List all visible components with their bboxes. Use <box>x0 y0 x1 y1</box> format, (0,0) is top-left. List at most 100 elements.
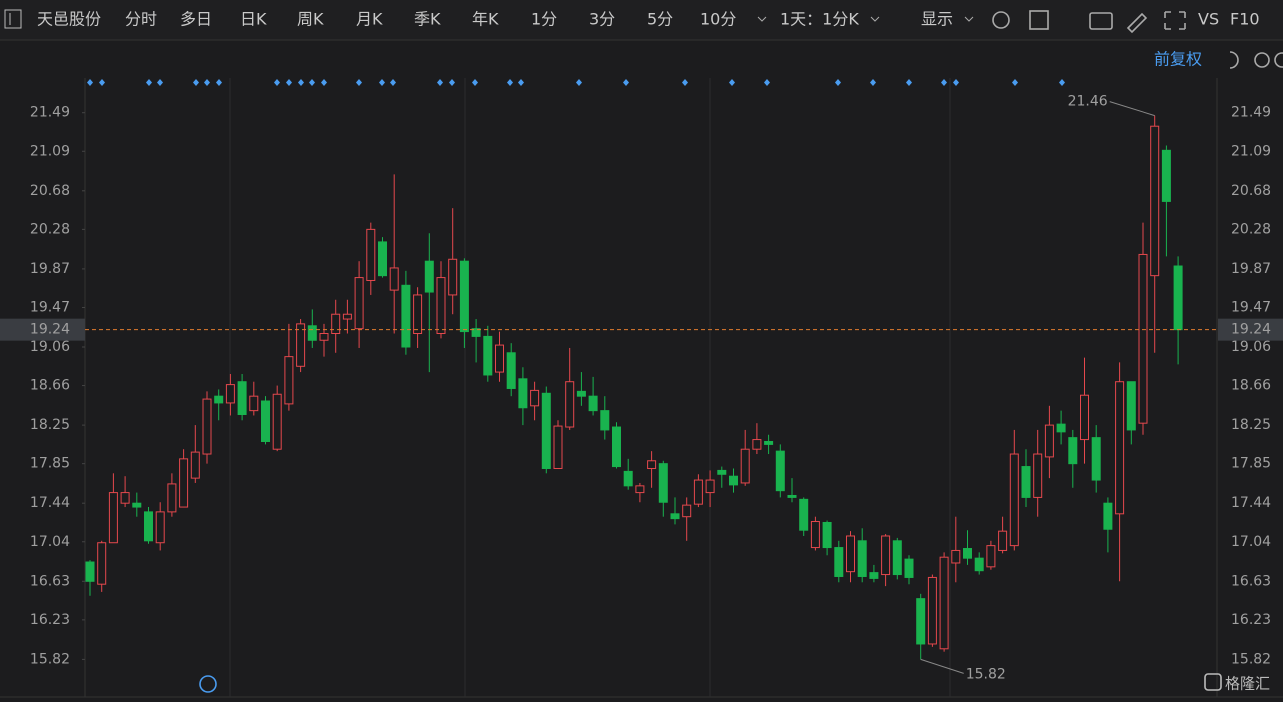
period-tab[interactable]: 周K <box>297 10 324 29</box>
candle-body <box>225 384 235 404</box>
event-marker[interactable] <box>146 79 152 86</box>
event-marker[interactable] <box>682 79 688 86</box>
settings-icon[interactable] <box>992 11 1010 29</box>
candle-body <box>986 545 996 568</box>
layout-icon[interactable] <box>1029 10 1049 30</box>
dropdown-chevron <box>964 16 974 22</box>
event-marker[interactable] <box>1059 79 1065 86</box>
candle-body <box>541 392 551 469</box>
interval-select[interactable]: 1天：1分K <box>780 10 859 29</box>
camera-icon[interactable] <box>1089 12 1113 30</box>
event-marker[interactable] <box>390 79 396 86</box>
period-tab[interactable]: 季K <box>414 10 441 29</box>
period-tab[interactable]: 10分 <box>700 10 736 29</box>
candle-body <box>120 492 130 504</box>
y-tick-label: 20.28 <box>30 221 70 237</box>
y-tick-label-right: 20.28 <box>1231 221 1271 237</box>
candle-body <box>693 479 703 505</box>
candle-body <box>951 549 961 564</box>
y-tick-label: 17.04 <box>30 534 70 550</box>
candle-body <box>787 494 797 498</box>
stock-name[interactable]: 天邑股份 <box>37 10 101 29</box>
candle-body <box>424 260 434 293</box>
event-marker[interactable] <box>941 79 947 86</box>
y-tick-label-right: 20.68 <box>1231 183 1271 199</box>
event-marker[interactable] <box>309 79 315 86</box>
last-price-label-right: 19.24 <box>1231 322 1271 338</box>
event-marker[interactable] <box>193 79 199 86</box>
low-pointer <box>920 658 964 674</box>
event-marker[interactable] <box>623 79 629 86</box>
candle-body <box>1033 453 1043 498</box>
event-marker[interactable] <box>157 79 163 86</box>
period-tab[interactable]: 月K <box>356 10 383 29</box>
period-tab[interactable]: 1分 <box>531 10 557 29</box>
candle-body <box>342 313 352 320</box>
high-annotation: 21.46 <box>1068 94 1108 110</box>
y-tick-label: 19.06 <box>30 339 70 355</box>
candle-body <box>307 325 317 341</box>
candle-body <box>904 558 914 578</box>
event-marker[interactable] <box>204 79 210 86</box>
event-marker[interactable] <box>576 79 582 86</box>
event-marker[interactable] <box>870 79 876 86</box>
event-marker[interactable] <box>764 79 770 86</box>
y-tick-label: 21.09 <box>30 143 70 159</box>
period-tab[interactable]: 日K <box>240 10 267 29</box>
event-marker[interactable] <box>472 79 478 86</box>
candle-body <box>1103 502 1113 530</box>
zoom-in-icon[interactable] <box>1274 52 1283 68</box>
period-tab[interactable]: 多日 <box>180 10 212 29</box>
candle-body <box>600 410 610 431</box>
candle-body <box>530 389 540 407</box>
f10-button[interactable]: F10 <box>1230 10 1260 29</box>
vs-button[interactable]: VS <box>1198 10 1219 29</box>
event-marker[interactable] <box>286 79 292 86</box>
period-tab[interactable]: 年K <box>472 10 499 29</box>
y-tick-label-right: 16.23 <box>1231 612 1271 628</box>
draw-icon[interactable] <box>1126 12 1148 34</box>
candle-body <box>729 475 738 486</box>
undo-icon[interactable] <box>1229 51 1239 69</box>
y-tick-label-right: 19.06 <box>1231 339 1271 355</box>
event-marker[interactable] <box>518 79 524 86</box>
candle-body <box>518 378 528 409</box>
event-marker[interactable] <box>507 79 513 86</box>
period-tab[interactable]: 分时 <box>125 10 157 29</box>
candle-body <box>892 540 902 576</box>
event-marker[interactable] <box>437 79 443 86</box>
event-marker[interactable] <box>216 79 222 86</box>
candle-body <box>366 228 376 281</box>
event-marker[interactable] <box>321 79 327 86</box>
candle-body <box>1080 394 1089 441</box>
event-marker[interactable] <box>356 79 362 86</box>
period-tab[interactable]: 5分 <box>647 10 673 29</box>
event-marker[interactable] <box>379 79 385 86</box>
sidebar-toggle[interactable] <box>4 9 22 29</box>
candle-body <box>764 440 774 445</box>
fullscreen-icon[interactable] <box>1164 11 1186 30</box>
candle-body <box>85 561 95 582</box>
zoom-out-icon[interactable] <box>1254 52 1270 68</box>
candle-body <box>1068 437 1078 465</box>
y-tick-label-right: 21.09 <box>1231 143 1271 159</box>
event-marker[interactable] <box>99 79 105 86</box>
candle-body <box>179 458 189 508</box>
event-icon[interactable] <box>199 675 217 693</box>
event-marker[interactable] <box>274 79 280 86</box>
y-tick-label-right: 17.85 <box>1231 456 1271 472</box>
event-marker[interactable] <box>449 79 455 86</box>
event-marker[interactable] <box>87 79 93 86</box>
event-marker[interactable] <box>1012 79 1018 86</box>
event-marker[interactable] <box>906 79 912 86</box>
adjust-mode[interactable]: 前复权 <box>1154 50 1202 69</box>
event-marker[interactable] <box>953 79 959 86</box>
last-price-tag <box>1218 318 1283 341</box>
period-tab[interactable]: 3分 <box>589 10 615 29</box>
candle-body <box>775 450 785 492</box>
event-marker[interactable] <box>835 79 841 86</box>
display-menu[interactable]: 显示 <box>921 10 953 29</box>
event-marker[interactable] <box>298 79 304 86</box>
event-marker[interactable] <box>729 79 735 86</box>
y-tick-label: 19.47 <box>30 299 70 315</box>
